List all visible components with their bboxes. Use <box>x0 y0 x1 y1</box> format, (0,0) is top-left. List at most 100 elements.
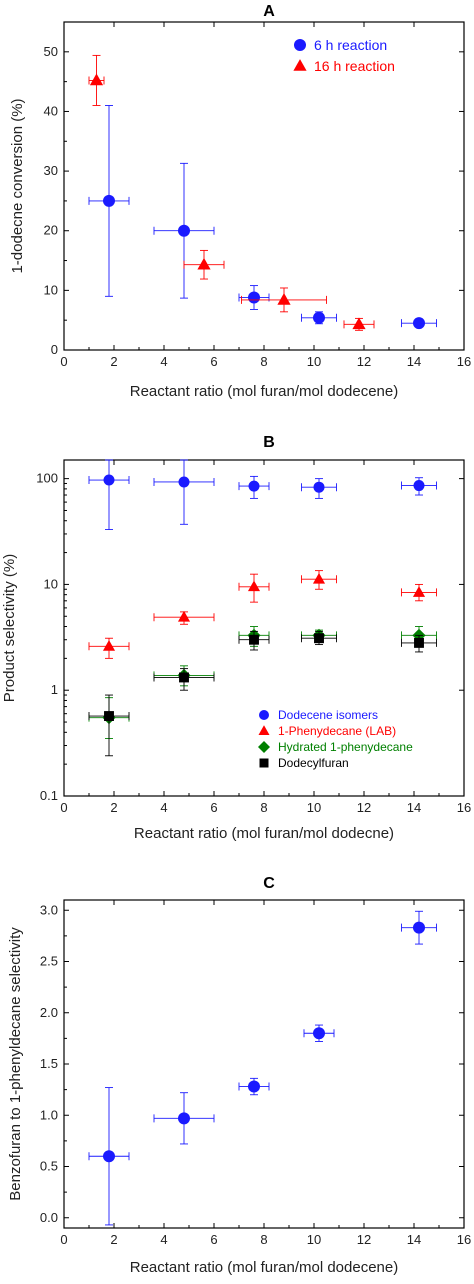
legend-label: 6 h reaction <box>314 37 387 53</box>
y-tick-label: 0.1 <box>40 788 58 803</box>
panel-label-a: A <box>263 3 275 20</box>
data-point <box>197 257 211 270</box>
data-point <box>313 311 325 324</box>
data-point <box>314 633 324 644</box>
legend-marker <box>293 59 307 71</box>
data-point <box>412 586 426 597</box>
legend-marker <box>258 725 270 735</box>
legend-label: Dodecylfuran <box>278 756 349 770</box>
y-tick-label: 3.0 <box>40 902 58 917</box>
x-tick-label: 10 <box>307 800 321 815</box>
data-point <box>413 317 425 330</box>
data-point <box>177 610 191 622</box>
data-point <box>179 672 189 683</box>
x-tick-label: 16 <box>457 800 471 815</box>
data-point <box>89 73 104 86</box>
series-series-0 <box>88 910 437 1226</box>
data-marks-b <box>88 459 437 757</box>
x-tick-label: 14 <box>407 1232 421 1247</box>
y-tick-label: 10 <box>44 576 58 591</box>
series-dodecylfuran <box>88 630 437 757</box>
plot-frame-a <box>63 21 465 351</box>
panel-label-c: C <box>263 875 275 892</box>
data-point <box>104 711 114 721</box>
data-marks-c <box>88 910 437 1226</box>
x-tick-label: 4 <box>160 800 167 815</box>
y-tick-label: 20 <box>44 223 58 238</box>
x-tick-label: 8 <box>260 800 267 815</box>
x-tick-label: 8 <box>260 354 267 369</box>
data-point <box>313 481 325 493</box>
data-point <box>178 224 190 237</box>
legend-b: Dodecene isomers 1-Phenydecane (LAB) Hydra… <box>258 708 413 770</box>
x-tick-label: 12 <box>357 1232 371 1247</box>
x-tick-label: 14 <box>407 354 421 369</box>
legend-marker <box>259 758 269 768</box>
y-ticks-b: 0.1 1 10 100 <box>36 471 464 803</box>
x-tick-label: 12 <box>357 354 371 369</box>
data-marks-a <box>88 54 437 331</box>
y-tick-label: 30 <box>44 163 58 178</box>
y-tick-label: 0.5 <box>40 1159 58 1174</box>
panel-a: A 0 2 4 6 8 10 12 14 16 0 10 20 30 40 50 Reactant rat… <box>9 3 471 400</box>
y-tick-label: 1.5 <box>40 1056 58 1071</box>
y-axis-title-a: 1-dodecne conversion (%) <box>9 98 26 273</box>
legend-marker <box>259 710 269 720</box>
x-tick-label: 10 <box>307 354 321 369</box>
series-6-h-reaction <box>88 105 437 330</box>
data-point <box>103 1150 115 1163</box>
legend-label: Dodecene isomers <box>278 708 378 722</box>
x-tick-label: 6 <box>210 800 217 815</box>
data-point <box>312 572 326 584</box>
x-tick-label: 2 <box>110 354 117 369</box>
x-tick-label: 2 <box>110 1232 117 1247</box>
plot-frame-c <box>63 899 465 1229</box>
x-tick-label: 8 <box>260 1232 267 1247</box>
x-tick-label: 6 <box>210 354 217 369</box>
y-ticks-a: 0 10 20 30 40 50 <box>44 44 464 357</box>
legend-marker <box>294 39 306 51</box>
x-tick-label: 16 <box>457 1232 471 1247</box>
y-ticks-c: 0.0 0.5 1.0 1.5 2.0 2.5 3.0 <box>40 902 464 1225</box>
data-point <box>247 580 261 592</box>
y-tick-label: 50 <box>44 44 58 59</box>
panel-b: B 0 2 4 6 8 10 12 14 16 0.1 1 10 100 Reactant ratio… <box>1 434 471 842</box>
panel-c: C 0 2 4 6 8 10 12 14 16 0.0 0.5 1.0 1.5 2.0 2.5 3.0 Re… <box>7 875 471 1276</box>
y-axis-title-b: Product selectivity (%) <box>1 554 18 702</box>
data-point <box>248 291 260 304</box>
legend-label: 16 h reaction <box>314 58 395 74</box>
y-tick-label: 2.0 <box>40 1005 58 1020</box>
data-point <box>249 634 259 645</box>
x-ticks-c: 0 2 4 6 8 10 12 14 16 <box>60 900 471 1247</box>
x-tick-label: 12 <box>357 800 371 815</box>
y-tick-label: 100 <box>36 471 58 486</box>
x-tick-label: 0 <box>60 1232 67 1247</box>
series-dodecene-isomers <box>88 459 437 531</box>
data-point <box>352 317 366 330</box>
x-ticks-b: 0 2 4 6 8 10 12 14 16 <box>60 460 471 815</box>
panel-label-b: B <box>263 434 275 451</box>
data-point <box>414 637 424 648</box>
data-point <box>178 1112 190 1125</box>
series-1-phenydecane-lab- <box>88 570 437 659</box>
legend-marker <box>258 741 270 753</box>
y-tick-label: 2.5 <box>40 954 58 969</box>
x-axis-title-b: Reactant ratio (mol furan/mol dodecne) <box>134 825 394 842</box>
data-point <box>178 476 190 488</box>
legend-label: 1-Phenydecane (LAB) <box>278 724 396 738</box>
x-ticks-a: 0 2 4 6 8 10 12 14 16 <box>60 22 471 369</box>
x-tick-label: 0 <box>60 800 67 815</box>
data-point <box>413 921 425 934</box>
data-point <box>102 639 116 651</box>
data-point <box>248 1080 260 1093</box>
data-point <box>248 480 260 492</box>
legend-a: 6 h reaction 16 h reaction <box>293 37 395 74</box>
x-axis-title-c: Reactant ratio (mol furan/mol dodecene) <box>130 1259 398 1276</box>
x-tick-label: 2 <box>110 800 117 815</box>
y-tick-label: 1.0 <box>40 1107 58 1122</box>
x-tick-label: 0 <box>60 354 67 369</box>
series-hydrated-1-phenydecane <box>88 626 437 739</box>
x-axis-title-a: Reactant ratio (mol furan/mol dodecene) <box>130 383 398 400</box>
x-tick-label: 14 <box>407 800 421 815</box>
